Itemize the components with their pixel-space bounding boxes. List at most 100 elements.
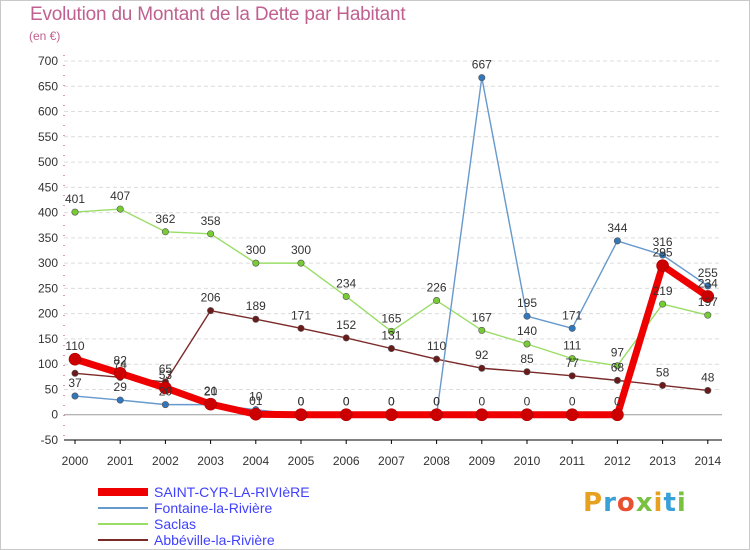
data-label: 68	[611, 360, 625, 374]
data-point	[294, 408, 308, 422]
data-label: 0	[569, 395, 576, 409]
data-label: 171	[562, 308, 582, 322]
data-label: 206	[201, 291, 221, 305]
data-label: 0	[343, 395, 350, 409]
data-point	[659, 381, 667, 389]
data-point	[659, 300, 667, 308]
data-label: 111	[563, 339, 582, 353]
data-label: 401	[65, 192, 85, 206]
data-point	[161, 228, 169, 236]
data-label: 0	[524, 395, 531, 409]
data-point	[611, 408, 624, 422]
data-point	[113, 366, 127, 380]
data-label: 53	[159, 368, 173, 382]
data-label: 300	[246, 243, 266, 257]
data-label: 189	[246, 299, 266, 313]
y-tick-label: 300	[38, 256, 58, 270]
data-label: 344	[607, 221, 627, 235]
data-label: 110	[427, 339, 446, 353]
data-point	[520, 408, 534, 422]
data-label: 65	[159, 362, 173, 376]
data-label: 316	[653, 235, 673, 249]
data-label: 131	[381, 329, 401, 343]
data-label: 0	[614, 395, 621, 409]
proxiti-logo: Proxiti	[583, 488, 687, 518]
logo-letter: P	[583, 488, 604, 518]
data-point	[478, 364, 486, 372]
data-label: 74	[114, 357, 128, 371]
data-label: 82	[114, 353, 128, 367]
logo-letter: t	[663, 488, 677, 518]
x-tick-label: 2005	[288, 454, 315, 468]
logo-letter: o	[616, 488, 636, 518]
data-label: 295	[653, 246, 673, 260]
data-point	[433, 355, 441, 363]
data-point	[161, 401, 169, 409]
data-point	[207, 307, 215, 315]
y-tick-label: 650	[38, 79, 58, 93]
x-tick-label: 2008	[423, 454, 450, 468]
legend-label-saclas: Saclas	[154, 516, 197, 532]
data-point	[568, 324, 576, 332]
data-point	[297, 259, 305, 267]
x-tick-label: 2010	[514, 454, 541, 468]
data-label: 219	[653, 284, 673, 298]
data-point	[387, 327, 395, 335]
y-tick-label: 450	[38, 180, 58, 194]
y-tick-label: 200	[38, 307, 58, 321]
legend-swatch-fontaine	[98, 507, 148, 509]
data-point	[68, 352, 82, 366]
x-tick-label: 2013	[649, 454, 676, 468]
data-label: 110	[65, 339, 84, 353]
data-label: 20	[159, 385, 173, 399]
data-point	[252, 259, 260, 267]
data-label: 667	[472, 58, 492, 72]
legend-label-fontaine: Fontaine-la-Rivière	[154, 500, 273, 516]
logo-letter: i	[653, 488, 664, 518]
y-tick-label: -50	[41, 433, 59, 447]
data-label: 0	[298, 395, 305, 409]
data-point	[568, 355, 576, 363]
data-label: 10	[249, 390, 263, 404]
data-label: 140	[517, 324, 537, 338]
data-label: 300	[291, 243, 311, 257]
data-point	[478, 326, 486, 334]
y-tick-label: 100	[38, 357, 58, 371]
legend-swatch-saint-cyr	[98, 488, 148, 496]
data-point	[252, 315, 260, 323]
y-tick-label: 600	[38, 105, 58, 119]
y-tick-label: 350	[38, 231, 58, 245]
x-tick-label: 2001	[107, 454, 134, 468]
chart-title: Evolution du Montant de la Dette par Hab…	[30, 4, 406, 25]
data-label: 77	[566, 356, 580, 370]
data-label: 195	[517, 296, 537, 310]
legend-label-saint-cyr: SAINT-CYR-LA-RIVIèRE	[154, 484, 310, 500]
data-point	[704, 311, 712, 319]
data-point	[71, 392, 79, 400]
chart-subtitle: (en €)	[29, 29, 61, 43]
y-tick-label: 500	[38, 155, 58, 169]
data-label: 165	[381, 311, 401, 325]
y-tick-label: 0	[51, 408, 58, 422]
data-point	[387, 345, 395, 353]
data-label: 20	[204, 385, 218, 399]
x-tick-label: 2000	[62, 454, 89, 468]
data-point	[297, 324, 305, 332]
data-label: 48	[701, 370, 715, 384]
legend-swatch-saclas	[98, 523, 148, 525]
data-label: 85	[520, 352, 534, 366]
data-point	[523, 368, 531, 376]
data-point	[704, 386, 712, 394]
y-tick-label: 150	[38, 332, 58, 346]
data-label: 21	[204, 384, 218, 398]
data-label: 171	[291, 308, 311, 322]
x-tick-label: 2012	[604, 454, 631, 468]
logo-letter: i	[676, 488, 687, 518]
data-label: 01	[249, 394, 263, 408]
data-point	[249, 407, 263, 421]
x-tick-label: 2007	[378, 454, 405, 468]
data-label: 58	[656, 365, 670, 379]
data-point	[613, 237, 621, 245]
data-label: 37	[68, 376, 82, 390]
